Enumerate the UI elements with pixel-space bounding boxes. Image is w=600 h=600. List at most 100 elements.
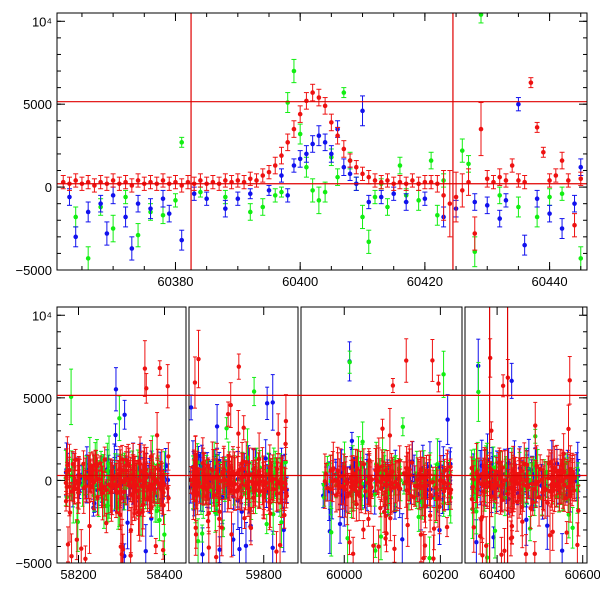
red-data-point (151, 487, 157, 492)
green-data-point (322, 189, 328, 195)
red-data-point (198, 178, 203, 183)
green-data-point (160, 212, 166, 218)
red-data-point (148, 454, 154, 459)
red-data-point (277, 542, 283, 548)
red-data-point (69, 553, 74, 559)
red-data-point (335, 133, 340, 138)
blue-data-point (214, 424, 220, 429)
red-data-point (422, 491, 427, 496)
red-data-point (205, 484, 211, 490)
red-data-point (145, 496, 150, 501)
red-data-point (409, 493, 414, 499)
red-data-point (278, 491, 283, 496)
red-data-point (100, 490, 105, 496)
blue-data-point (166, 211, 172, 216)
red-data-point (193, 457, 198, 462)
red-data-point (383, 536, 388, 541)
green-data-point (416, 514, 421, 520)
red-data-point (419, 475, 424, 481)
green-data-point (360, 439, 365, 444)
red-data-point (381, 509, 387, 515)
green-data-point (360, 214, 365, 220)
red-data-point (484, 176, 490, 182)
red-data-point (384, 531, 389, 536)
red-data-point (274, 549, 279, 554)
red-data-point (283, 418, 289, 424)
green-data-point (247, 209, 253, 215)
blue-data-point (403, 199, 409, 205)
green-data-point (335, 174, 340, 180)
red-data-point (166, 454, 171, 459)
red-data-point (271, 486, 276, 492)
red-data-point (261, 494, 266, 499)
green-data-point (372, 194, 378, 200)
green-data-point (341, 90, 347, 95)
red-data-point (83, 484, 89, 489)
red-data-point (206, 545, 212, 550)
red-data-point (427, 513, 433, 518)
red-data-point (509, 163, 515, 168)
red-data-point (360, 171, 365, 177)
red-data-point (216, 487, 221, 492)
blue-data-point (474, 539, 479, 545)
red-data-point (162, 482, 167, 488)
red-data-point (428, 492, 433, 498)
green-data-point (224, 426, 229, 431)
green-data-point (416, 198, 421, 203)
red-data-point (118, 476, 123, 481)
blue-data-point (270, 400, 275, 405)
red-data-point (310, 90, 315, 95)
red-data-point (396, 476, 402, 481)
blue-data-point (422, 196, 428, 202)
red-data-point (74, 537, 80, 542)
blue-data-point (237, 546, 242, 552)
green-data-point (123, 194, 128, 200)
red-data-point (104, 520, 109, 526)
red-data-point (341, 465, 346, 471)
x-tick-label: 60380 (157, 274, 193, 289)
red-data-point (95, 494, 100, 500)
red-data-point (276, 431, 281, 437)
blue-data-point (291, 163, 297, 168)
green-data-point (559, 191, 565, 197)
red-data-point (441, 479, 447, 484)
red-data-point (541, 149, 546, 155)
x-tick-label: 60440 (532, 274, 568, 289)
red-data-point (380, 426, 385, 431)
blue-data-point (337, 521, 343, 527)
green-data-point (285, 100, 291, 105)
red-data-point (291, 126, 297, 132)
green-data-point (472, 249, 478, 255)
red-data-point (72, 486, 77, 492)
blue-data-point (572, 201, 577, 206)
red-data-point (441, 193, 446, 198)
red-data-point (64, 475, 69, 480)
red-data-point (272, 163, 278, 168)
blue-data-point (322, 140, 328, 145)
green-data-point (199, 531, 205, 536)
green-data-point (372, 492, 378, 497)
red-data-point (431, 526, 437, 531)
red-data-point (196, 356, 201, 362)
bottom-panel-plot (63, 329, 581, 564)
red-data-point (418, 532, 424, 537)
green-data-point (304, 164, 309, 170)
green-data-point (478, 12, 484, 17)
red-data-point (217, 516, 222, 521)
green-data-point (400, 424, 406, 429)
green-data-point (162, 532, 167, 537)
x-tick-label: 60400 (282, 274, 318, 289)
red-data-point (478, 126, 484, 132)
green-data-point (516, 204, 521, 210)
red-data-point (201, 479, 207, 484)
red-data-point (67, 510, 73, 515)
green-data-point (459, 148, 465, 153)
blue-data-point (522, 242, 527, 248)
green-data-point (195, 538, 201, 544)
red-data-point (448, 464, 453, 470)
blue-data-point (122, 412, 127, 417)
green-data-point (154, 508, 160, 514)
x-tick-label: 60420 (407, 274, 443, 289)
red-data-point (123, 463, 129, 468)
